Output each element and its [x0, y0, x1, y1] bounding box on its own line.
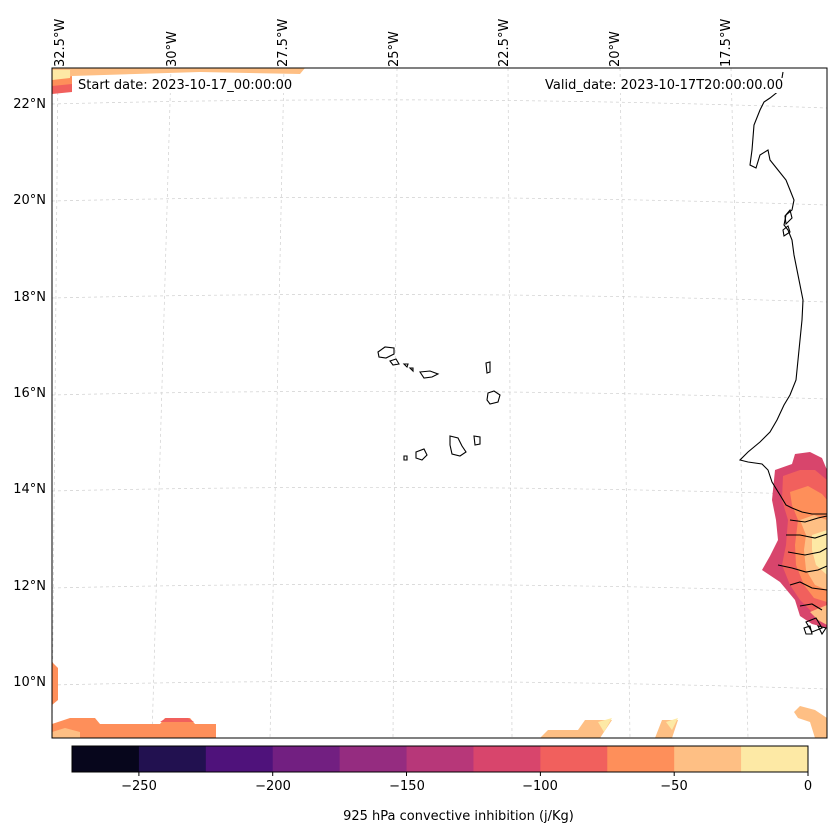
colorbar-segment — [473, 746, 541, 772]
colorbar-segment — [339, 746, 408, 772]
colorbar-tick-0: 0 — [803, 779, 813, 794]
lat-label-22N: 22°N — [13, 97, 46, 112]
colorbar-label: 925 hPa convective inhibition (j/Kg) — [343, 809, 574, 824]
colorbar-segment — [406, 746, 474, 772]
colorbar-segment — [272, 746, 341, 772]
valid-date-annotation: Valid_date: 2023-10-17T20:00:00.00 — [543, 78, 786, 93]
colorbar-segment — [607, 746, 675, 772]
lat-label-14N: 14°N — [13, 482, 46, 497]
colorbar-tick-neg150: −150 — [389, 779, 425, 794]
colorbar-frame — [71, 745, 809, 773]
colorbar-segment — [741, 746, 809, 772]
colorbar-segment — [205, 746, 274, 772]
lat-label-10N: 10°N — [13, 675, 46, 690]
colorbar-ticks — [138, 772, 809, 776]
colorbar-segment — [72, 746, 140, 772]
colorbar-segment — [674, 746, 742, 772]
cin-filled-contours — [52, 68, 827, 738]
map-frame — [51, 67, 828, 739]
start-date-annotation: Start date: 2023-10-17_00:00:00 — [76, 78, 295, 93]
gridlines — [51, 67, 828, 739]
colorbar-tick-neg200: −200 — [255, 779, 291, 794]
lat-label-20N: 20°N — [13, 193, 46, 208]
coastlines — [377, 71, 828, 636]
colorbar-tick-neg250: −250 — [121, 779, 157, 794]
lat-label-18N: 18°N — [13, 290, 46, 305]
colorbar — [71, 745, 809, 776]
colorbar-segment — [540, 746, 608, 772]
colorbar-segment — [138, 746, 207, 772]
lat-label-12N: 12°N — [13, 579, 46, 594]
colorbar-tick-neg100: −100 — [522, 779, 558, 794]
colorbar-tick-neg50: −50 — [660, 779, 688, 794]
lat-label-16N: 16°N — [13, 386, 46, 401]
